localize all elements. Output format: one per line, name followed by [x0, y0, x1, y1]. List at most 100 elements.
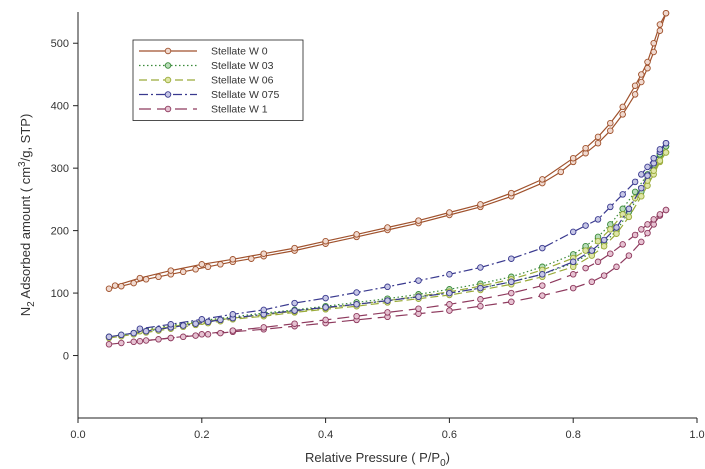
data-point: [539, 244, 546, 252]
data-point: [167, 334, 175, 342]
data-point: [384, 283, 391, 291]
data-point: [155, 273, 162, 281]
data-point: [198, 261, 206, 268]
data-point: [155, 336, 162, 343]
y-tick-label: 400: [51, 101, 69, 113]
series-4: [105, 206, 670, 348]
data-point: [656, 157, 664, 164]
data-point: [291, 244, 298, 252]
data-point: [619, 191, 626, 198]
data-point: [130, 279, 137, 287]
data-point: [179, 333, 187, 341]
data-point: [631, 178, 639, 186]
data-point: [508, 278, 515, 286]
data-point: [477, 284, 484, 292]
data-point: [569, 271, 577, 278]
data-point: [477, 264, 484, 271]
data-point: [248, 255, 255, 262]
legend-label: Stellate W 06: [211, 75, 274, 87]
axes: 0.0 0.2 0.4 0.6 0.8 1.0 0 100 200 300 400 500 Relati…: [17, 12, 705, 469]
x-tick-label: 0.0: [70, 429, 85, 441]
legend-marker: [164, 76, 172, 84]
data-point: [508, 289, 515, 297]
series-line-desorption: [139, 145, 667, 331]
data-point: [644, 64, 651, 72]
data-point: [539, 271, 546, 278]
data-point: [600, 242, 608, 250]
data-point: [539, 282, 546, 289]
data-point: [415, 305, 422, 312]
legend: Stellate W 0 Stellate W 03 Stellate W 06 St…: [132, 39, 304, 121]
data-point: [508, 255, 515, 262]
data-point: [557, 168, 565, 176]
data-point: [192, 332, 199, 339]
x-tick-label: 0.6: [442, 429, 457, 441]
legend-label: Stellate W 0: [211, 46, 268, 58]
data-point: [446, 289, 453, 297]
data-point: [607, 127, 614, 134]
data-point: [204, 263, 212, 271]
data-point: [142, 276, 150, 283]
data-point: [650, 154, 657, 162]
data-point: [105, 341, 113, 348]
data-point: [631, 82, 639, 89]
data-point: [322, 316, 329, 324]
x-tick-label: 0.2: [194, 429, 209, 441]
data-point: [662, 139, 670, 147]
data-point: [619, 211, 626, 218]
data-point: [198, 331, 206, 338]
y-tick-label: 100: [51, 288, 69, 300]
data-point: [656, 27, 664, 34]
data-point: [192, 320, 199, 327]
data-point: [607, 119, 614, 127]
data-point: [588, 247, 596, 254]
plot-area: [105, 9, 670, 348]
data-point: [662, 206, 670, 214]
data-point: [105, 285, 113, 292]
data-point: [539, 292, 546, 299]
legend-marker: [164, 62, 172, 69]
legend-label: Stellate W 03: [211, 60, 274, 72]
data-point: [656, 146, 664, 153]
data-point: [600, 236, 608, 244]
data-point: [446, 271, 453, 278]
data-point: [477, 296, 484, 303]
data-point: [613, 230, 620, 237]
x-tick-label: 0.8: [566, 429, 581, 441]
data-point: [582, 144, 589, 152]
data-point: [322, 294, 329, 302]
data-point: [644, 163, 651, 171]
data-point: [607, 250, 614, 257]
legend-label: Stellate W 1: [211, 104, 268, 116]
data-point: [384, 297, 391, 304]
data-point: [539, 176, 546, 183]
data-point: [260, 250, 267, 257]
data-point: [662, 149, 670, 156]
data-point: [638, 226, 645, 233]
data-point: [142, 337, 150, 344]
data-point: [607, 226, 614, 233]
data-point: [638, 171, 645, 178]
data-point: [179, 268, 187, 276]
data-point: [229, 256, 237, 263]
data-point: [644, 229, 651, 237]
data-point: [130, 338, 137, 346]
data-point: [198, 316, 206, 323]
y-tick-label: 0: [63, 351, 69, 363]
data-point: [353, 289, 360, 296]
series-0: [105, 9, 670, 292]
data-point: [619, 103, 626, 111]
data-point: [594, 216, 602, 223]
data-point: [260, 324, 267, 331]
data-point: [118, 282, 125, 290]
series-line-adsorption: [108, 142, 667, 338]
data-point: [631, 188, 639, 196]
data-point: [625, 213, 633, 221]
data-point: [192, 266, 199, 273]
data-point: [229, 311, 237, 318]
legend-marker: [164, 105, 172, 113]
data-point: [229, 327, 237, 334]
data-point: [353, 301, 360, 308]
data-point: [508, 189, 515, 197]
data-point: [217, 316, 224, 324]
